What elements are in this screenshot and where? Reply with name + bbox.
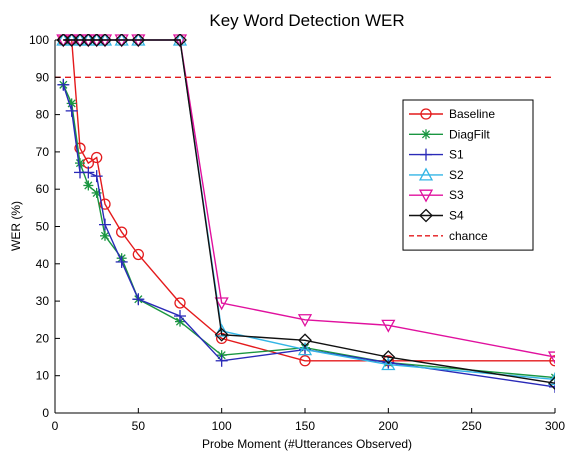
point-s1-9 (215, 354, 228, 367)
y-tick-label-40: 40 (36, 257, 50, 271)
point-diagfilt-12-d1 (550, 373, 555, 379)
point-baseline-4 (91, 151, 103, 164)
plot-area (55, 34, 555, 393)
x-tick-label-300: 300 (545, 419, 565, 433)
y-tick-label-60: 60 (36, 182, 50, 196)
point-s1-0 (57, 78, 70, 91)
point-baseline-7 (132, 248, 144, 261)
legend-marker-baseline (420, 108, 432, 120)
legend-label-diagfilt: DiagFilt (449, 127, 490, 141)
point-baseline-8 (174, 297, 186, 309)
point-diagfilt-1-d2 (67, 99, 76, 108)
point-s1-4 (90, 170, 103, 183)
point-s1-7 (132, 293, 145, 306)
x-tick-label-200: 200 (378, 419, 398, 433)
x-tick-label-0: 0 (52, 419, 59, 433)
y-tick-label-70: 70 (36, 145, 50, 159)
y-tick-label-10: 10 (36, 369, 50, 383)
point-s4-12 (548, 376, 555, 391)
point-diagfilt-2-d2 (75, 159, 85, 168)
y-tick-label-80: 80 (36, 108, 50, 122)
legend-marker-s1 (420, 148, 432, 161)
x-tick-label-250: 250 (462, 419, 482, 433)
point-s4-8 (173, 34, 187, 47)
series-group (55, 34, 555, 393)
point-s1-5 (99, 218, 111, 231)
point-s3-9 (214, 297, 229, 311)
legend-item-s3: S3 (409, 188, 464, 203)
point-s2-10 (297, 342, 313, 356)
point-diagfilt-3 (83, 180, 94, 191)
point-baseline-6 (116, 226, 128, 238)
x-tick-label-100: 100 (212, 419, 232, 433)
point-s2-12 (547, 372, 555, 386)
legend-item-baseline: Baseline (409, 107, 495, 121)
point-diagfilt-3-d2 (84, 181, 93, 190)
series-line-baseline (63, 39, 555, 362)
legend-label-s2: S2 (449, 168, 464, 182)
point-s3-11 (381, 319, 396, 333)
axes: 0 50 100 150 200 250 300 0 10 20 30 40 50 60 70 80 90 100 (29, 33, 565, 433)
point-diagfilt-2 (75, 158, 85, 169)
point-baseline-10 (299, 355, 311, 367)
legend-item-diagfilt: DiagFilt (409, 127, 490, 141)
point-diagfilt-5 (100, 230, 110, 241)
point-s3-12 (547, 351, 555, 365)
point-s1-6 (115, 255, 128, 268)
legend-label-s3: S3 (449, 188, 464, 202)
y-axis-label: WER (%) (9, 201, 23, 251)
legend-item-s2: S2 (409, 167, 464, 182)
point-s4-9 (214, 327, 229, 342)
x-tick-label-150: 150 (295, 419, 315, 433)
legend-item-s4: S4 (409, 209, 464, 223)
legend-marker-s3 (418, 189, 434, 203)
legend-label-s1: S1 (449, 148, 464, 162)
point-s4-7 (131, 34, 146, 47)
point-s3-10 (297, 314, 313, 328)
legend-marker-diagfilt-d2 (421, 130, 431, 139)
y-tick-label-90: 90 (36, 70, 50, 84)
x-axis-label: Probe Moment (#Utterances Observed) (202, 437, 412, 451)
legend-item-s1: S1 (409, 148, 464, 162)
point-s2-9 (214, 323, 229, 337)
y-tick-label-50: 50 (36, 220, 50, 234)
legend-label-chance: chance (449, 229, 488, 243)
series-line-s4 (63, 39, 555, 384)
legend-item-chance: chance (409, 229, 488, 243)
legend-marker-diagfilt (421, 129, 431, 140)
y-tick-label-30: 30 (36, 294, 50, 308)
point-s4-6 (114, 34, 129, 47)
point-baseline-5 (99, 198, 111, 210)
series-s4 (56, 34, 555, 391)
point-baseline-2 (74, 142, 86, 154)
y-tick-label-100: 100 (29, 33, 49, 47)
point-s4-11 (381, 350, 396, 364)
point-s1-12 (549, 380, 555, 393)
y-tick-label-20: 20 (36, 331, 50, 345)
y-tick-label-0: 0 (42, 406, 49, 420)
point-s2-11 (381, 357, 396, 371)
legend-label-baseline: Baseline (449, 107, 495, 121)
point-s4-10 (298, 333, 312, 348)
legend-marker-s2 (418, 167, 434, 181)
point-s1-1 (65, 104, 78, 117)
legend: Baseline DiagFilt S1 S2 S3 S4 chance (402, 99, 534, 251)
legend-label-s4: S4 (449, 209, 464, 223)
x-tick-label-50: 50 (132, 419, 146, 433)
point-s1-3 (82, 166, 95, 179)
point-baseline-12 (549, 355, 555, 367)
point-s1-8 (174, 310, 186, 323)
legend-marker-s4 (419, 208, 433, 223)
point-diagfilt-5-d2 (100, 231, 110, 240)
point-s4-5 (98, 34, 112, 47)
chart-title: Key Word Detection WER (209, 11, 404, 30)
